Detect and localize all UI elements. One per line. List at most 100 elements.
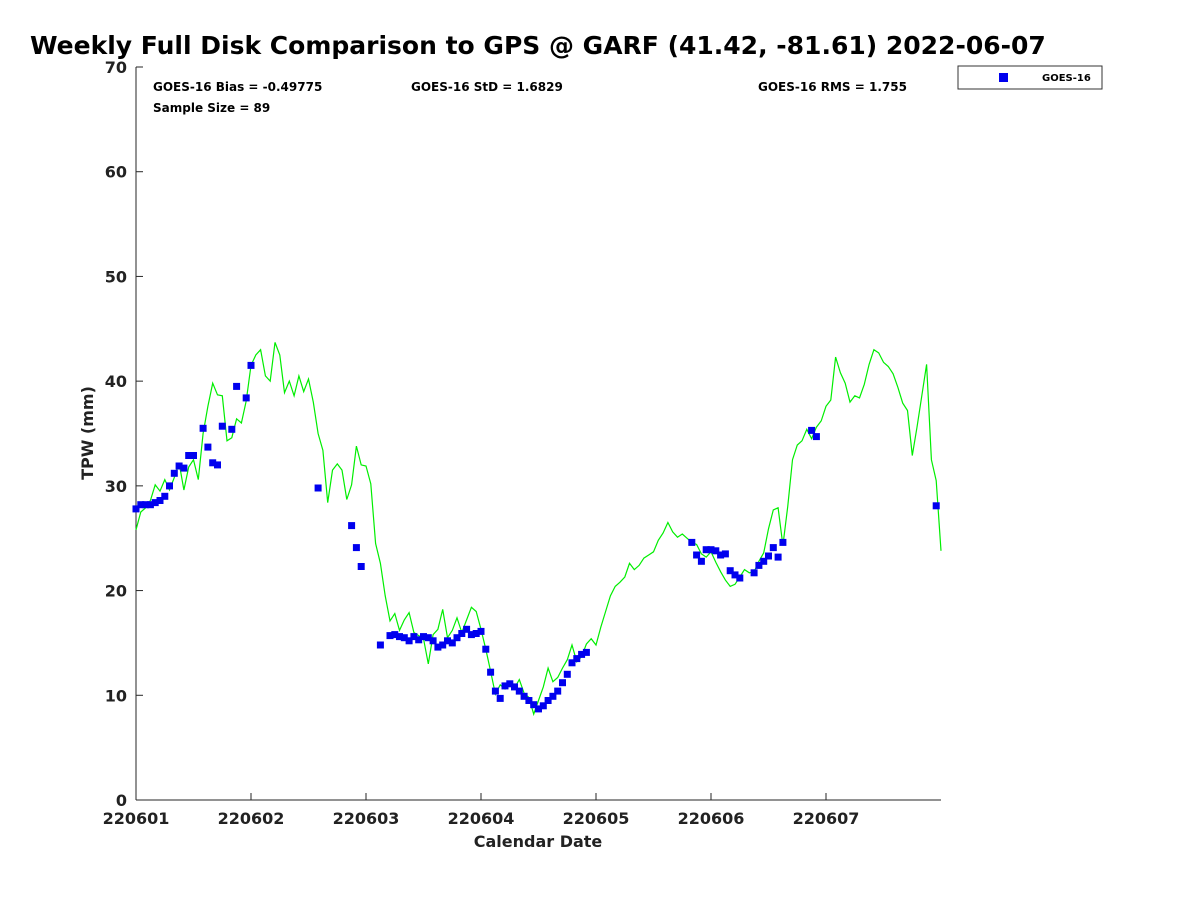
data-point [429, 637, 437, 645]
y-tick-label: 60 [105, 163, 127, 182]
x-tick-label: 220607 [793, 809, 860, 828]
stat-sample-size: Sample Size = 89 [153, 101, 270, 115]
data-point [549, 692, 557, 700]
data-point [151, 499, 159, 507]
data-point [506, 680, 514, 688]
data-point [501, 682, 509, 690]
data-point [218, 422, 226, 430]
stat-std: GOES-16 StD = 1.6829 [411, 80, 563, 94]
legend-label: GOES-16 [1042, 73, 1091, 84]
data-point [487, 668, 495, 676]
data-point [156, 497, 164, 504]
data-point [554, 687, 562, 695]
y-tick-label: 0 [116, 791, 127, 810]
legend-box [957, 65, 1103, 90]
data-point [146, 501, 154, 509]
data-point [932, 502, 940, 510]
data-point [420, 633, 427, 641]
data-point [170, 469, 178, 477]
data-point [137, 501, 145, 509]
data-point [755, 561, 763, 569]
data-point [467, 631, 475, 639]
x-axis-label: Calendar Date [474, 832, 603, 851]
data-point [808, 426, 816, 434]
data-point [750, 569, 758, 577]
data-point [180, 464, 188, 472]
x-tick-label: 220601 [103, 809, 170, 828]
data-point [717, 551, 725, 559]
data-point [535, 705, 542, 713]
data-point [161, 492, 169, 500]
data-point [185, 452, 193, 459]
y-tick-label: 30 [105, 477, 127, 496]
data-point [726, 567, 734, 575]
data-point [175, 462, 183, 470]
data-point [405, 637, 413, 645]
y-axis-label: TPW (mm) [78, 386, 97, 480]
data-point [242, 394, 250, 402]
plot-area [132, 342, 942, 717]
data-point [769, 544, 777, 552]
data-point [712, 547, 720, 555]
data-point [582, 648, 590, 656]
data-point [142, 501, 150, 509]
data-point [444, 637, 451, 645]
data-point [491, 687, 499, 695]
y-tick-label: 50 [105, 267, 127, 286]
data-point [386, 632, 394, 640]
data-point [458, 630, 466, 637]
data-point [204, 443, 212, 451]
y-tick-label: 20 [105, 582, 127, 601]
data-point [352, 544, 360, 552]
data-point [530, 701, 538, 709]
data-point [812, 433, 820, 441]
data-point [190, 452, 197, 459]
data-point [731, 571, 739, 579]
data-point [760, 557, 768, 565]
data-point [228, 425, 236, 433]
x-tick-label: 220606 [678, 809, 745, 828]
chart-title: Weekly Full Disk Comparison to GPS @ GAR… [30, 31, 1046, 60]
data-point [448, 639, 456, 647]
x-tick-label: 220602 [218, 809, 285, 828]
data-point [544, 697, 552, 704]
data-point [477, 627, 485, 635]
series-line-gps [135, 342, 942, 717]
data-point [233, 382, 241, 390]
data-point [511, 683, 518, 691]
data-point [391, 631, 399, 639]
data-point [697, 557, 705, 565]
data-point [707, 546, 715, 554]
data-point [520, 692, 528, 700]
y-tick-label: 70 [105, 58, 127, 77]
data-point [247, 361, 255, 369]
data-point [693, 551, 701, 559]
stat-bias: GOES-16 Bias = -0.49775 [153, 80, 322, 94]
data-point [482, 645, 490, 653]
data-point [400, 634, 408, 642]
data-point [568, 659, 576, 667]
data-point [472, 630, 480, 637]
data-point [559, 679, 566, 687]
data-point [688, 538, 696, 546]
data-point [132, 505, 140, 513]
data-point [314, 484, 322, 492]
stat-rms: GOES-16 RMS = 1.755 [758, 80, 907, 94]
data-point [779, 538, 787, 546]
data-point [774, 553, 782, 561]
axes: 0 10 20 30 40 50 60 70 220601 220602 220603 220604 2… [103, 58, 941, 828]
legend-marker [999, 73, 1008, 82]
data-point [166, 482, 173, 490]
x-tick-label: 220604 [448, 809, 515, 828]
y-tick-label: 40 [105, 372, 127, 391]
data-point [578, 650, 586, 658]
data-point [525, 697, 533, 704]
data-point [348, 522, 356, 530]
data-point [539, 702, 547, 710]
data-point [736, 574, 744, 582]
x-tick-label: 220605 [563, 809, 630, 828]
data-point [214, 461, 221, 469]
data-point [453, 634, 461, 642]
legend: GOES-16 [957, 65, 1103, 90]
